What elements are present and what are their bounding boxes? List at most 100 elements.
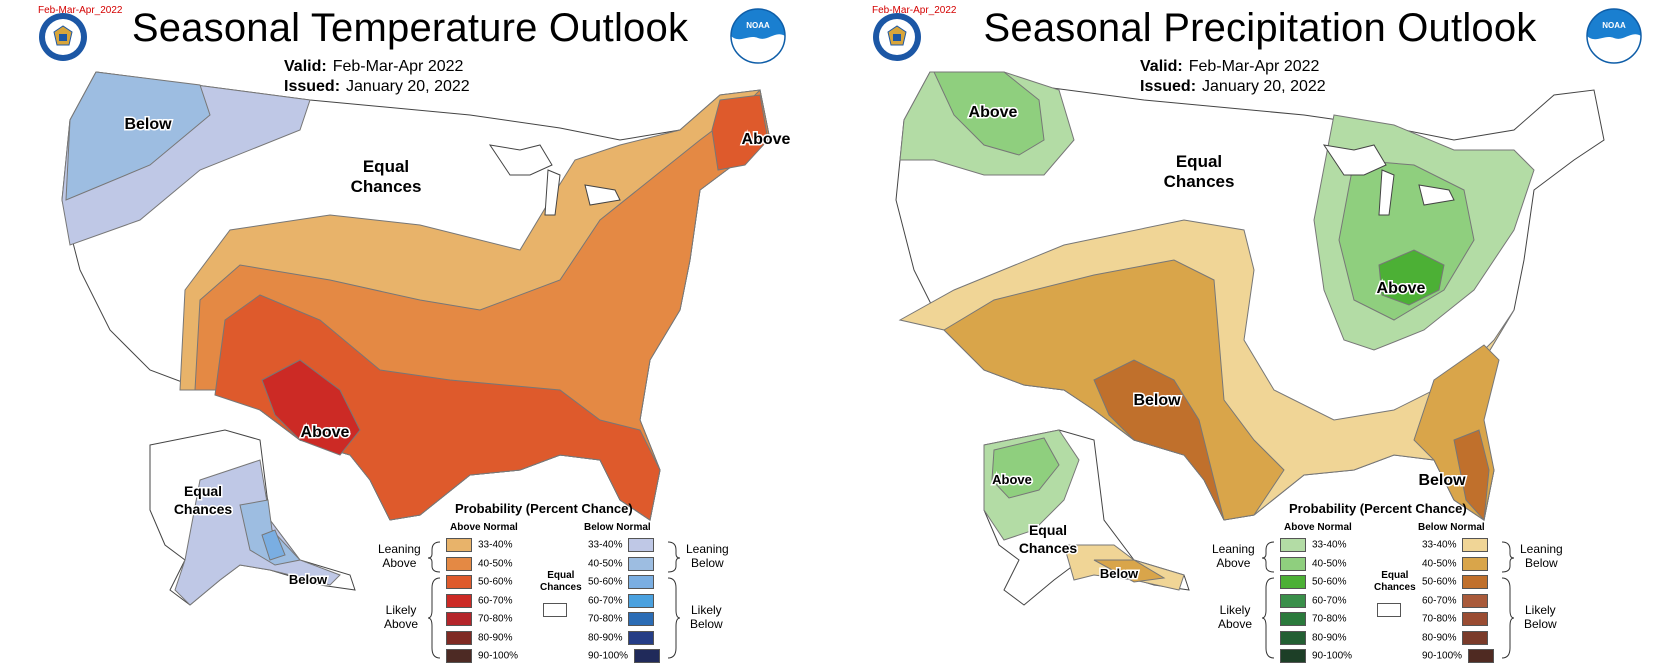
legend-equal-chances: Equal Chances	[540, 570, 582, 593]
legend-color-swatch	[446, 593, 472, 608]
legend-color-swatch	[1462, 556, 1489, 571]
legend-color-swatch	[446, 538, 472, 552]
label-ak-equal-2: Chances	[1019, 540, 1078, 556]
legend-row-label: 70-80%	[478, 613, 513, 625]
legend-row: 33-40%	[1422, 538, 1489, 552]
legend-color-swatch	[1280, 593, 1306, 608]
temp-above-50-60-region	[214, 294, 661, 521]
label-below-sw: Below	[1133, 392, 1181, 409]
legend-color-swatch	[1468, 649, 1495, 663]
legend-color-swatch	[446, 556, 472, 571]
noaa-logo: NOAA	[1586, 8, 1642, 64]
legend-row-label: 90-100%	[588, 650, 629, 662]
legend-row: 60-70%	[446, 593, 512, 608]
legend-leaning-below: Leaning Below	[686, 542, 729, 570]
legend-left-braces	[428, 541, 441, 659]
temp-below-40-50-region	[65, 71, 211, 201]
legend-row-label: 90-100%	[1312, 650, 1353, 662]
legend-row-label: 50-60%	[1312, 576, 1347, 588]
temperature-outlook-panel: Feb-Mar-Apr_2022 NOAA Seasonal Temperatu…	[38, 5, 792, 663]
legend-title: Probability (Percent Chance)	[1289, 501, 1467, 516]
legend-row: 80-90%	[446, 630, 512, 645]
legend-row: 50-60%	[1280, 575, 1346, 589]
legend-color-swatch	[628, 575, 655, 589]
legend-row-label: 50-60%	[1422, 576, 1457, 588]
alaska-below-40-50-region	[1093, 559, 1166, 583]
label-ak-equal-2: Chances	[174, 501, 233, 517]
precip-below-50-60-region	[1093, 359, 1225, 521]
precip-above-nw-40-50-region	[933, 71, 1045, 156]
precip-below-se-50-60-region	[1453, 429, 1490, 522]
legend-row-label: 80-90%	[1422, 632, 1457, 644]
great-lakes	[488, 144, 621, 216]
legend-row: 33-40%	[1280, 538, 1346, 552]
legend-row-label: 70-80%	[1312, 613, 1347, 625]
legend-above-head: Above Normal	[1284, 522, 1352, 533]
legend-color-swatch	[1280, 556, 1306, 571]
legend-color-swatch	[1462, 575, 1489, 589]
legend-row-label: 50-60%	[478, 576, 513, 588]
legend-likely-below: Likely Below	[690, 603, 723, 631]
legend-row: 50-60%	[1422, 575, 1489, 589]
legend-row-label: 40-50%	[478, 558, 513, 570]
issued-date: Issued: January 20, 2022	[1140, 78, 1326, 95]
legend-row: 40-50%	[588, 556, 655, 571]
label-ak-equal-1: Equal	[184, 483, 222, 499]
label-equal-chances-1: Equal	[363, 157, 409, 176]
legend-below-head: Below Normal	[1418, 522, 1485, 533]
file-tag: Feb-Mar-Apr_2022	[872, 5, 957, 16]
legend-title: Probability (Percent Chance)	[455, 501, 633, 516]
legend-row: 60-70%	[1422, 593, 1489, 608]
map-title: Seasonal Temperature Outlook	[131, 6, 689, 50]
legend-row: 40-50%	[446, 556, 513, 571]
legend-row: 40-50%	[1280, 556, 1346, 571]
legend-row: 50-60%	[446, 575, 512, 589]
legend-row: 70-80%	[1422, 612, 1489, 626]
alaska-above-40-50-region	[991, 437, 1060, 499]
legend-row-label: 60-70%	[588, 595, 623, 607]
precipitation-outlook-panel: Feb-Mar-Apr_2022 NOAA Seasonal Precipita…	[834, 0, 1668, 664]
legend-color-swatch	[446, 575, 472, 589]
temp-above-ne-50-60-region	[711, 94, 769, 171]
legend-row-label: 40-50%	[1422, 558, 1457, 570]
legend-color-swatch	[1462, 538, 1489, 552]
label-above-mw: Above	[1377, 280, 1426, 297]
legend-row-label: 60-70%	[1422, 595, 1457, 607]
label-equal-chances-2: Chances	[351, 177, 422, 196]
legend-row: 80-90%	[588, 630, 655, 645]
legend-row: 33-40%	[588, 538, 655, 552]
legend-row: 33-40%	[446, 538, 512, 552]
legend-color-swatch	[628, 612, 655, 626]
precipitation-map: Above Equal Chances Above Below Below Ab…	[895, 71, 1605, 606]
precip-above-mw-50-60-region	[1378, 249, 1445, 306]
commerce-seal-logo	[39, 13, 87, 61]
legend-likely-above: Likely Above	[384, 603, 419, 631]
legend-color-swatch	[628, 556, 655, 571]
temp-above-60-70-region	[261, 359, 361, 456]
legend-equal-chances-swatch	[543, 603, 567, 617]
legend-row-label: 50-60%	[588, 576, 623, 588]
label-above-ne: Above	[742, 131, 791, 148]
legend-equal-chances: Equal Chances	[1374, 570, 1416, 593]
legend-row-label: 70-80%	[1422, 613, 1457, 625]
legend-color-swatch	[1462, 593, 1489, 608]
legend-color-swatch	[1280, 612, 1306, 626]
legend-color-swatch	[446, 612, 472, 626]
legend-row-label: 70-80%	[588, 613, 623, 625]
legend-row: 70-80%	[588, 612, 655, 626]
legend-color-swatch	[446, 649, 472, 663]
legend-below-head: Below Normal	[584, 522, 651, 533]
legend-color-swatch	[1280, 575, 1306, 589]
label-equal-chances-2: Chances	[1164, 172, 1235, 191]
label-below-nw: Below	[124, 116, 172, 133]
legend-above-head: Above Normal	[450, 522, 518, 533]
legend-row: 70-80%	[446, 612, 512, 626]
valid-period: Valid: Feb-Mar-Apr 2022	[284, 58, 464, 75]
legend-likely-above: Likely Above	[1218, 603, 1253, 631]
legend-right-braces	[667, 541, 680, 659]
legend-row-label: 90-100%	[478, 650, 519, 662]
file-tag: Feb-Mar-Apr_2022	[38, 5, 123, 16]
label-above-nw: Above	[969, 104, 1018, 121]
legend-row: 90-100%	[1280, 649, 1352, 663]
legend-color-swatch	[1280, 630, 1306, 645]
